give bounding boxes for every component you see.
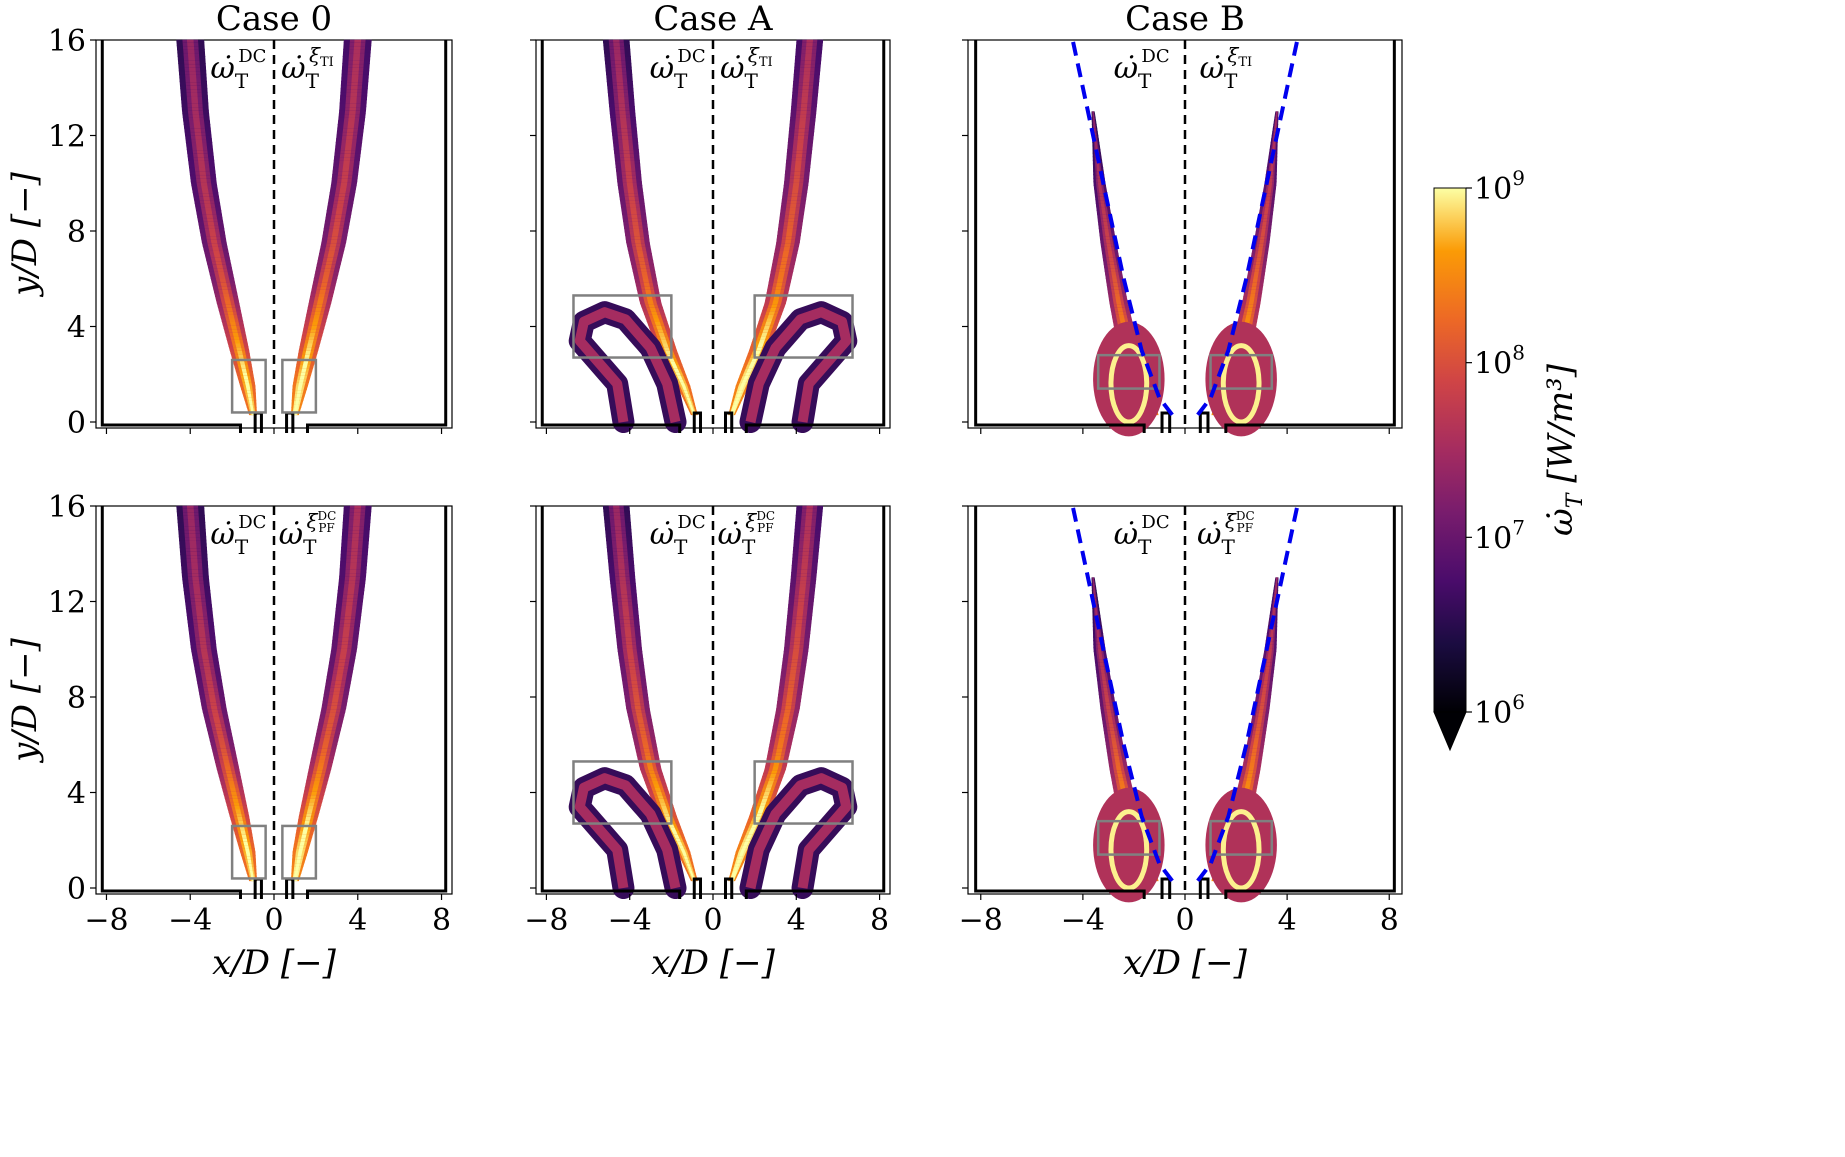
colorbar: 106 107 108 109 ω̇T [W/m³]	[1433, 166, 1588, 752]
x-axis-label: x/D [−]	[651, 943, 775, 983]
x-tick-label: 4	[1278, 903, 1297, 938]
x-tick-label: 8	[870, 903, 889, 938]
y-tick-label: 16	[48, 490, 86, 525]
panel-column-title: Case B	[1125, 0, 1245, 39]
flame-cell	[186, 505, 194, 509]
colorbar-extend-min	[1433, 711, 1467, 752]
flame-bulb	[1205, 787, 1277, 903]
y-tick-label: 8	[67, 681, 86, 716]
panel-column-title: Case 0	[216, 0, 332, 39]
x-tick-label: −4	[1061, 903, 1105, 938]
x-axis-label: x/D [−]	[212, 943, 336, 983]
x-tick-label: 0	[264, 903, 283, 938]
x-tick-label: 8	[1380, 903, 1399, 938]
flame-cell	[1276, 111, 1278, 115]
flame-cell	[806, 39, 814, 43]
x-tick-label: −4	[168, 903, 212, 938]
colorbar-label: ω̇T [W/m³]	[1541, 363, 1588, 536]
zoom-box	[281, 358, 318, 414]
flame-cell	[186, 39, 194, 43]
flame-cell	[1276, 577, 1278, 581]
y-tick-label: 0	[67, 406, 86, 441]
panel-case-b-row-1: ω̇TDC ω̇TξTI	[962, 39, 1403, 437]
y-tick-label: 0	[67, 872, 86, 907]
panel-frame	[95, 505, 453, 895]
y-tick-label: 12	[48, 586, 86, 621]
flame-right-contour	[290, 505, 372, 882]
x-tick-label: 8	[432, 903, 451, 938]
y-tick-label: 4	[67, 311, 86, 346]
y-tick-label: 12	[48, 120, 86, 155]
x-tick-label: −8	[524, 903, 568, 938]
flame-cell	[1092, 111, 1094, 115]
colorbar-gradient	[1433, 187, 1467, 713]
flame-cell	[354, 505, 362, 509]
panel-frame	[535, 505, 891, 895]
colorbar-tick-label: 107	[1474, 515, 1525, 556]
panel-frame	[967, 505, 1403, 895]
flame-left-contour	[176, 39, 258, 416]
zoom-box	[230, 358, 267, 414]
flame-cell	[354, 39, 362, 43]
panel-case-a-row-2: ω̇TDC ω̇TξDC PF−8 −4 0 4 8x/D [−]	[524, 505, 891, 983]
x-tick-label: −8	[959, 903, 1003, 938]
panel-frame	[967, 39, 1403, 429]
colorbar-tick-label: 108	[1474, 341, 1525, 382]
x-tick-label: 0	[703, 903, 722, 938]
x-tick-label: −4	[608, 903, 652, 938]
flame-cell	[806, 505, 814, 509]
panel-frame	[95, 39, 453, 429]
y-tick-label: 4	[67, 777, 86, 812]
x-tick-label: 0	[1175, 903, 1194, 938]
colorbar-tick-label: 106	[1474, 690, 1525, 731]
flame-bulb	[1093, 321, 1165, 437]
flame-bulb	[1093, 787, 1165, 903]
panels-layer: Case 0 ω̇TDC ω̇TξTI 0 4 8 12 16 y/D [−] ω̇TDC ω̇Tξ…	[5, 0, 1403, 983]
panel-case-b-row-2: ω̇TDC ω̇TξDC PF−8 −4 0 4 8x/D [−]	[959, 505, 1403, 983]
y-tick-label: 8	[67, 215, 86, 250]
colorbar-tick-label: 109	[1474, 166, 1525, 207]
panel-column-title: Case A	[653, 0, 773, 39]
y-axis-label: y/D [−]	[5, 171, 45, 297]
panel-case-a-row-1: ω̇TDC ω̇TξTI	[530, 39, 891, 434]
y-axis-label: y/D [−]	[5, 637, 45, 763]
flame-cell	[1092, 577, 1094, 581]
flame-right-contour	[290, 39, 372, 416]
x-axis-label: x/D [−]	[1123, 943, 1247, 983]
flame-left-contour	[176, 505, 258, 882]
x-tick-label: 4	[787, 903, 806, 938]
y-tick-label: 16	[48, 24, 86, 59]
panel-frame	[535, 39, 891, 429]
x-tick-label: −8	[84, 903, 128, 938]
flame-cell	[612, 505, 620, 509]
flame-bulb	[1205, 321, 1277, 437]
flame-cell	[612, 39, 620, 43]
x-tick-label: 4	[348, 903, 367, 938]
